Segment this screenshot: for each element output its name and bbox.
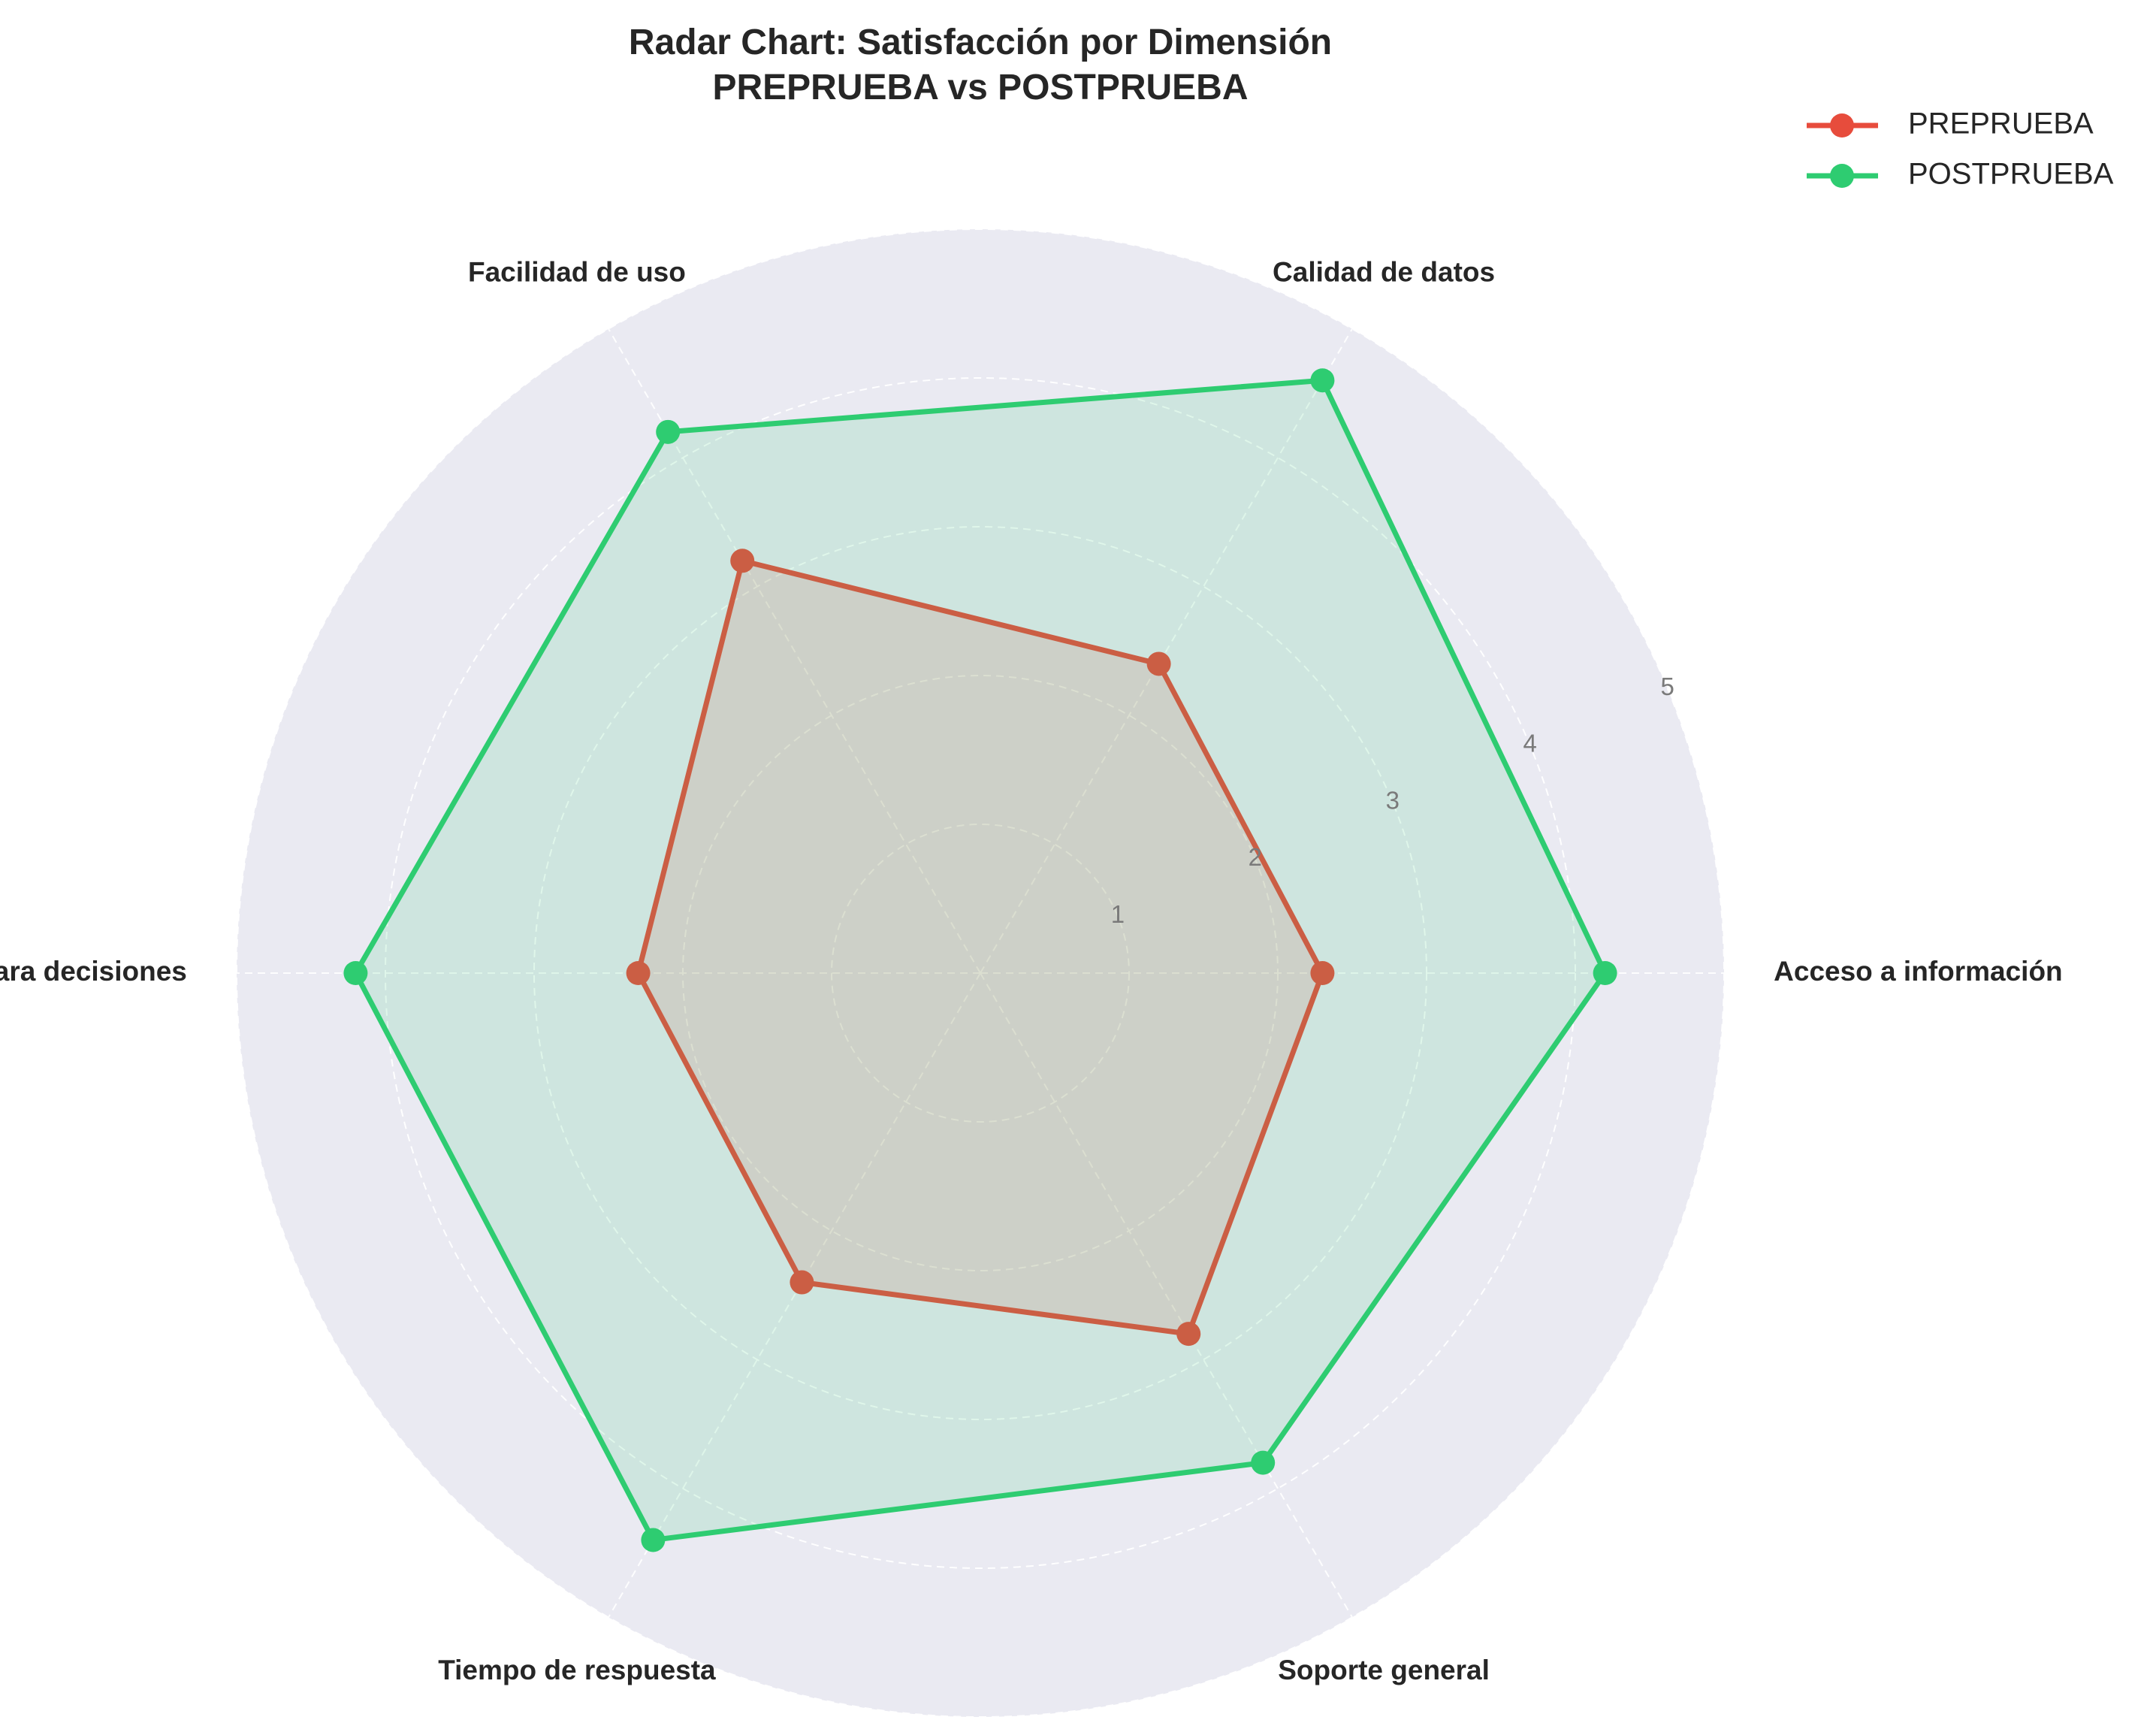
legend-marker-preprueba — [1830, 113, 1854, 138]
radial-tick-labels: 1 2 3 4 5 — [1111, 673, 1674, 928]
category-label: Utilidad para decisiones — [0, 956, 187, 987]
grid-ring-3 — [533, 526, 1427, 1420]
data-point-preprueba-4 — [626, 961, 651, 985]
chart-title-line-2: PREPRUEBA vs POSTPRUEBA — [712, 68, 1248, 107]
data-point-preprueba-2 — [1146, 651, 1171, 676]
category-label: Tiempo de respuesta — [438, 1655, 716, 1685]
radial-tick-label: 5 — [1660, 673, 1674, 700]
category-labels: Acceso a información Calidad de datos Faci… — [0, 257, 2063, 1685]
radial-tick-label: 4 — [1523, 730, 1537, 757]
category-label: Soporte general — [1278, 1655, 1490, 1685]
legend-label-postprueba: POSTPRUEBA — [1908, 158, 2114, 191]
series-fill-postprueba — [355, 380, 1605, 1540]
legend-label-preprueba: PREPRUEBA — [1908, 107, 2094, 141]
data-point-postprueba-6 — [1251, 1450, 1276, 1475]
grid-spoke-5 — [608, 972, 981, 1618]
radial-tick-label: 2 — [1249, 843, 1262, 871]
radial-tick-label: 1 — [1111, 900, 1125, 928]
data-point-preprueba-6 — [1176, 1322, 1201, 1347]
grid-layer — [236, 228, 1725, 1718]
data-point-preprueba-3 — [730, 549, 755, 573]
grid-spoke-2 — [980, 328, 1353, 974]
legend-marker-postprueba — [1830, 164, 1854, 188]
category-label: Facilidad de uso — [468, 257, 686, 288]
grid-spoke-6 — [980, 972, 1353, 1618]
grid-ring-1 — [831, 824, 1130, 1123]
series-fill-preprueba — [638, 561, 1323, 1335]
category-label: Acceso a información — [1774, 956, 2063, 987]
data-point-postprueba-3 — [656, 419, 681, 444]
data-point-postprueba-2 — [1310, 368, 1335, 393]
category-label: Calidad de datos — [1273, 257, 1495, 288]
legend: PREPRUEBA POSTPRUEBA — [1807, 107, 2114, 191]
data-point-postprueba-5 — [641, 1528, 666, 1552]
data-point-preprueba-5 — [790, 1270, 814, 1295]
chart-title-line-1: Radar Chart: Satisfacción por Dimensión — [629, 23, 1332, 62]
radial-tick-label: 3 — [1386, 786, 1400, 814]
data-point-postprueba-1 — [1593, 961, 1617, 985]
data-point-postprueba-4 — [343, 961, 368, 985]
data-point-preprueba-1 — [1310, 961, 1335, 985]
series-layer — [343, 368, 1617, 1552]
